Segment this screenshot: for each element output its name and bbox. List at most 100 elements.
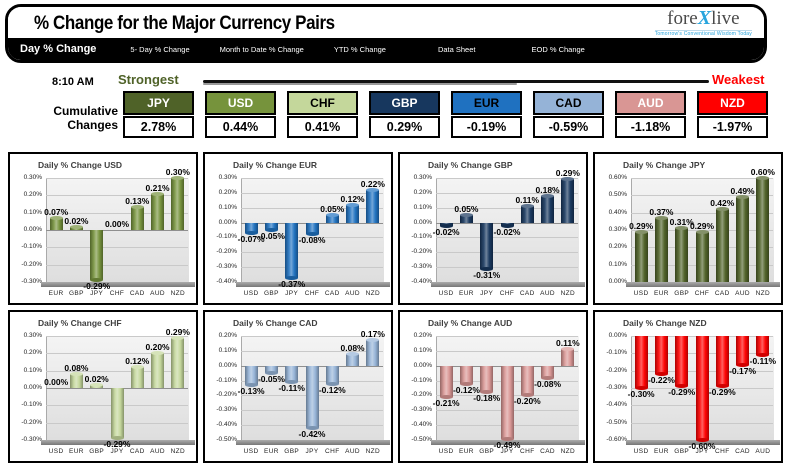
y-axis-tick: 0.00%: [608, 278, 627, 285]
bar-eur: [459, 215, 473, 223]
y-axis-tick: 0.20%: [218, 188, 237, 196]
chart-floor: [626, 440, 780, 445]
bar-cap: [90, 382, 104, 387]
y-axis-tick: 0.30%: [23, 332, 42, 339]
x-axis-label: NZD: [170, 290, 186, 297]
x-axis-label: AUD: [345, 290, 361, 297]
chart-floor: [236, 282, 390, 287]
bar-cap: [480, 266, 494, 271]
chart-floor: [236, 440, 390, 445]
bar-value-label: 0.29%: [555, 168, 580, 179]
bar-cap: [346, 202, 360, 207]
bar-value-label: -0.22%: [647, 375, 675, 386]
y-axis-tick: 0.10%: [218, 346, 237, 354]
bar-chf: [715, 336, 729, 387]
gridline: [436, 207, 578, 209]
bar-chf: [305, 222, 319, 235]
bar-jpy: [480, 222, 494, 269]
gridline: [436, 237, 578, 239]
currency-box-eur: EUR -0.19%: [451, 91, 522, 138]
y-axis-tick: 0.10%: [413, 346, 432, 354]
bar-value-label: 0.18%: [535, 184, 560, 195]
tab-5-day-change[interactable]: 5- Day % Change: [130, 44, 190, 54]
bar-cap: [520, 393, 534, 398]
bar-nzd: [756, 178, 770, 282]
bar-value-label: -0.08%: [534, 378, 562, 389]
y-axis-tick: 0.50%: [608, 191, 627, 199]
x-axis-label: CHF: [499, 290, 515, 297]
chart-card-daily-change-gbp: 0.30% 0.20% 0.10% 0.00% -0.10% -0.20% -0.30% -0…: [398, 152, 588, 305]
tab-day-change[interactable]: Day % Change: [20, 43, 97, 55]
bar-value-label: -0.17%: [729, 366, 757, 377]
chart-title: Daily % Change JPY: [623, 160, 706, 170]
bar-cap: [480, 390, 494, 395]
bar-cap: [285, 380, 299, 385]
bar-cap: [69, 372, 83, 377]
currency-value: -0.59%: [533, 116, 604, 138]
page-title: % Change for the Major Currency Pairs: [34, 12, 335, 34]
bar-value-label: -0.29%: [83, 281, 111, 292]
gridline: [46, 247, 188, 249]
chart-card-daily-change-nzd: 0.00% -0.10% -0.20% -0.30% -0.40% -0.50% -0.60…: [593, 310, 783, 463]
bar-value-label: 0.08%: [64, 363, 89, 374]
chart-floor: [41, 282, 195, 287]
bar-value-label: -0.30%: [627, 389, 655, 399]
currency-value: 0.41%: [287, 116, 358, 138]
bar-value-label: 0.22%: [360, 178, 385, 189]
y-axis-tick: -0.30%: [216, 406, 237, 414]
logo-tagline: Tomorrow's Conventional Wisdom Today: [654, 30, 752, 37]
gridline: [436, 267, 578, 269]
bar-value-label: -0.02%: [493, 226, 521, 237]
x-axis-label: JPY: [90, 290, 104, 297]
y-axis-tick: 0.30%: [218, 174, 237, 181]
currency-box-gbp: GBP 0.29%: [369, 91, 440, 138]
bar-cad: [736, 336, 750, 366]
bar-cap: [715, 207, 729, 212]
x-axis-label: CHF: [325, 448, 340, 455]
bar-value-label: -0.11%: [749, 356, 777, 367]
x-axis-label: USD: [633, 290, 649, 297]
y-axis-tick: -0.40%: [216, 278, 237, 285]
x-axis-label: CHF: [715, 448, 730, 455]
currency-box-chf: CHF 0.41%: [287, 91, 358, 138]
bar-cap: [675, 226, 689, 231]
y-axis-tick: 0.40%: [608, 208, 627, 216]
bar-value-label: 0.12%: [125, 356, 150, 367]
currency-value: 0.29%: [369, 116, 440, 138]
tab-month-to-date-change[interactable]: Month to Date % Change: [219, 44, 304, 54]
bar-cap: [675, 384, 689, 389]
bar-value-label: -0.29%: [668, 387, 696, 398]
bar-cap: [151, 191, 165, 196]
x-axis-label: AUD: [755, 448, 771, 455]
bar-cap: [305, 426, 319, 431]
bar-cap: [110, 436, 124, 441]
tab-data-sheet[interactable]: Data Sheet: [437, 44, 476, 54]
bar-eur: [69, 374, 83, 388]
x-axis-label: EUR: [48, 290, 64, 297]
y-axis-tick: -0.10%: [216, 233, 237, 241]
bar-chf: [695, 231, 709, 282]
bar-nzd: [366, 340, 380, 366]
currency-code: GBP: [369, 91, 440, 115]
currency-value: -0.19%: [451, 116, 522, 138]
bar-value-label: 0.05%: [454, 204, 479, 215]
gridline: [241, 350, 383, 352]
gridline: [436, 252, 578, 254]
gridline: [436, 178, 578, 179]
y-axis-tick: 0.10%: [23, 208, 42, 216]
bar-cap: [49, 215, 63, 220]
forexlive-logo[interactable]: foreXlive Tomorrow's Conventional Wisdom…: [654, 8, 752, 37]
bar-value-label: 0.11%: [556, 338, 580, 349]
bar-cap: [715, 384, 729, 389]
tab-eod-change[interactable]: EOD % Change: [531, 44, 585, 54]
y-axis-tick: 0.00%: [608, 332, 627, 339]
gridline: [46, 195, 188, 197]
chart-card-daily-change-usd: 0.30% 0.20% 0.10% 0.00% -0.10% -0.20% -0.30% 0.…: [8, 152, 198, 305]
bar-cad: [715, 209, 729, 282]
bar-value-label: 0.29%: [165, 326, 190, 337]
y-axis-tick: 0.10%: [23, 366, 42, 374]
bar-nzd: [561, 179, 575, 223]
bar-eur: [654, 336, 668, 375]
tab-ytd-change[interactable]: YTD % Change: [333, 44, 386, 54]
y-axis-tick: 0.00%: [218, 218, 237, 226]
